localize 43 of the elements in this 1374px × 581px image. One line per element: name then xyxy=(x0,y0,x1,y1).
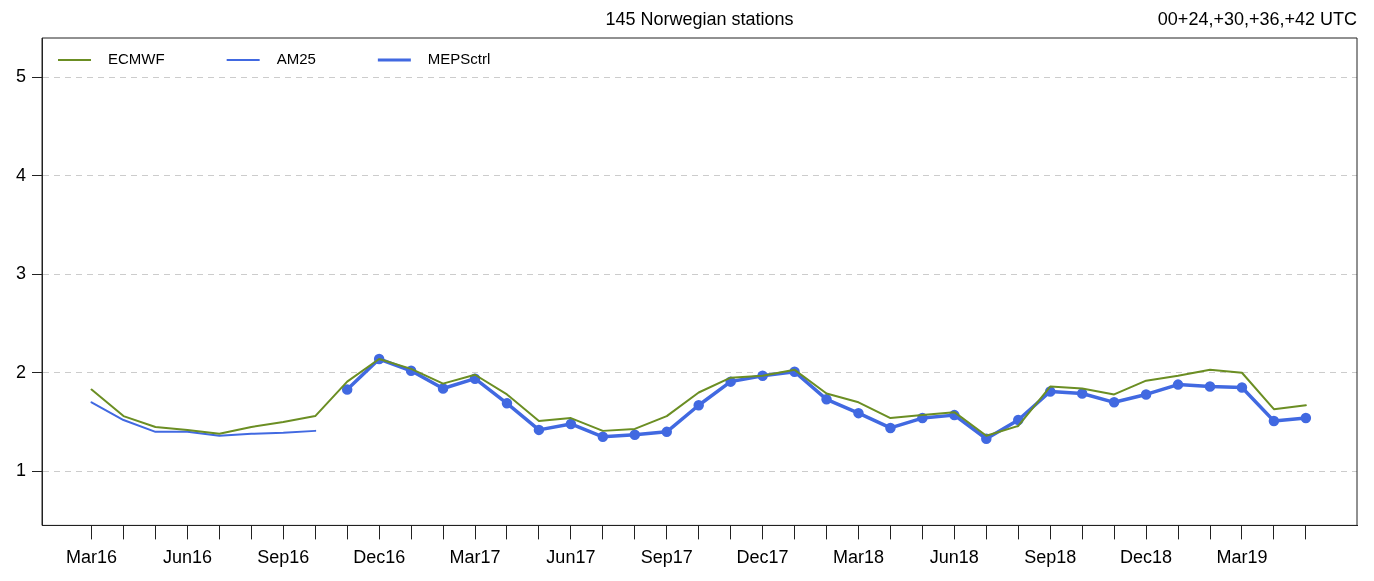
y-tick-label: 1 xyxy=(16,460,27,481)
x-tick-label: Dec16 xyxy=(353,547,406,568)
point xyxy=(533,424,545,436)
y-tick-label: 3 xyxy=(16,263,27,284)
point xyxy=(853,407,864,419)
x-tick-label: Sep16 xyxy=(257,547,310,568)
point xyxy=(1300,412,1312,424)
point xyxy=(821,394,832,405)
point xyxy=(437,383,449,394)
point xyxy=(629,429,641,441)
point xyxy=(1140,389,1152,400)
point xyxy=(1268,415,1280,427)
legend-label: AM25 xyxy=(276,50,316,68)
x-tick-label: Mar17 xyxy=(449,547,501,568)
x-tick-label: Jun18 xyxy=(929,547,979,568)
point xyxy=(597,431,609,443)
x-tick-label: Jun17 xyxy=(546,547,596,568)
x-tick-label: Dec17 xyxy=(736,547,789,568)
point xyxy=(341,384,353,395)
x-tick-label: Dec18 xyxy=(1120,547,1173,568)
x-tick-label: Sep17 xyxy=(640,547,693,568)
point xyxy=(501,398,513,409)
point xyxy=(565,418,577,430)
x-tick-label: Jun16 xyxy=(162,547,212,568)
legend-label: MEPSctrl xyxy=(427,50,491,68)
legend-label: ECMWF xyxy=(108,50,165,68)
x-tick-label: Sep18 xyxy=(1024,547,1077,568)
chart-subtitle: 00+24,+30,+36,+42 UTC xyxy=(1157,9,1357,29)
x-tick-label: Mar16 xyxy=(66,547,118,568)
y-tick-label: 2 xyxy=(16,361,27,382)
chart-title: 145 Norwegian stations xyxy=(605,9,794,29)
point xyxy=(1236,382,1248,393)
point xyxy=(1108,397,1120,408)
point xyxy=(1076,388,1088,399)
point xyxy=(661,426,672,438)
x-tick-label: Mar19 xyxy=(1216,547,1268,568)
point xyxy=(693,400,704,411)
x-tick-label: Mar18 xyxy=(832,547,884,568)
point xyxy=(1172,379,1184,390)
point xyxy=(1204,381,1216,392)
y-tick-label: 5 xyxy=(16,66,27,87)
y-tick-label: 4 xyxy=(16,164,27,185)
point xyxy=(885,422,896,434)
